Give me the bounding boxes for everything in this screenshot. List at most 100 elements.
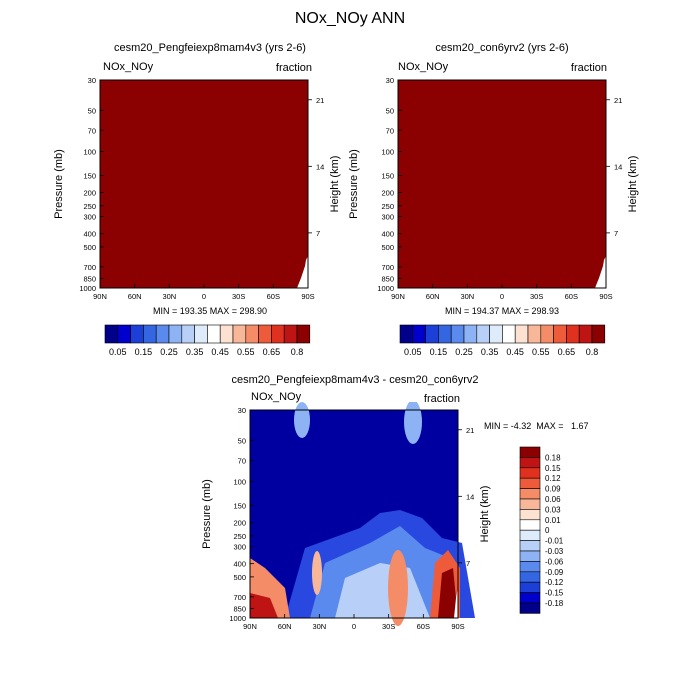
colorbar-label: 0.25 — [160, 347, 178, 357]
colorbar-label: 0.05 — [109, 347, 127, 357]
colorbar-swatch — [519, 529, 541, 541]
y2-tick-label: 21 — [316, 96, 324, 105]
colorbar-swatch — [566, 324, 580, 344]
colorbar-label: 0.15 — [545, 464, 561, 473]
x-tick-label: 90S — [599, 292, 612, 301]
x-tick-label: 30S — [530, 292, 543, 301]
colorbar-label: 0.65 — [263, 347, 281, 357]
x-tick-label: 0 — [202, 292, 206, 301]
y-tick-label: 500 — [233, 573, 246, 582]
panel3-colorbar: 0.180.150.120.090.060.030.010-0.01-0.03-… — [519, 446, 564, 614]
panel1-stats: MIN = 193.35 MAX = 298.90 — [152, 306, 268, 316]
panel1-colorbar: 0.05 0.15 0.25 0.35 0.45 0.55 0.65 0.8 — [104, 324, 311, 357]
colorbar-swatch — [476, 324, 490, 344]
y2-axis-title: Height (km) — [329, 156, 341, 213]
colorbar-label: 0.18 — [545, 453, 561, 462]
y-tick-label: 400 — [381, 230, 394, 239]
colorbar-swatch — [519, 519, 541, 531]
colorbar-swatch — [519, 602, 541, 614]
y2-tick-label: 7 — [316, 229, 320, 238]
x-tick-label: 0 — [500, 292, 504, 301]
y2-tick-label: 14 — [316, 162, 324, 171]
y-tick-label: 100 — [233, 477, 246, 486]
warm-core-north — [250, 593, 278, 618]
y-tick-label: 1000 — [377, 284, 394, 293]
x-tick-label: 60N — [278, 622, 292, 631]
y-axis-title: Pressure (mb) — [348, 149, 360, 219]
y-tick-label: 500 — [381, 243, 394, 252]
panel2-stats: MIN = 194.37 MAX = 298.93 — [444, 306, 560, 316]
x-tick-label: 30N — [312, 622, 326, 631]
y-tick-label: 850 — [381, 274, 394, 283]
x-tick-label: 30N — [460, 292, 474, 301]
colorbar-swatch — [502, 324, 516, 344]
colorbar-label: 0.35 — [186, 347, 204, 357]
colorbar-swatch — [519, 581, 541, 593]
panel2-colorbar: 0.05 0.15 0.25 0.35 0.45 0.55 0.65 0.8 — [399, 324, 606, 357]
colorbar-label: 0.15 — [135, 347, 153, 357]
colorbar-label: 0 — [545, 526, 550, 535]
x-tick-label: 60S — [267, 292, 280, 301]
colorbar-swatch — [412, 324, 426, 344]
y-tick-label: 100 — [381, 147, 394, 156]
colorbar-label: 0.65 — [558, 347, 576, 357]
colorbar-swatch — [519, 498, 541, 510]
y2-axis-title: Height (km) — [479, 486, 491, 543]
panel3-right-label: fraction — [423, 393, 460, 405]
y-tick-label: 250 — [233, 532, 246, 541]
y-tick-label: 200 — [233, 519, 246, 528]
y-tick-label: 50 — [88, 106, 96, 115]
colorbar-swatch — [271, 324, 285, 344]
colorbar-swatch — [519, 550, 541, 562]
colorbar-swatch — [194, 324, 208, 344]
y-tick-label: 1000 — [79, 284, 96, 293]
panel1-plot: 305070100150200250300400500700850100090N… — [53, 76, 341, 301]
missing-data-region — [454, 588, 458, 618]
panel2-plot: 305070100150200250300400500700850100090N… — [348, 76, 639, 301]
colorbar-swatch — [519, 477, 541, 489]
colorbar-label: 0.12 — [545, 474, 561, 483]
colorbar-swatch — [540, 324, 554, 344]
panel3-plot: 305070100150200250300400500700850100090N… — [201, 402, 491, 631]
panel2-left-label: NOx_NOy — [398, 61, 449, 73]
warm-core-south — [438, 568, 458, 618]
colorbar-swatch — [283, 324, 298, 344]
y-tick-label: 300 — [83, 213, 96, 222]
y-tick-label: 250 — [83, 202, 96, 211]
x-tick-label: 30S — [232, 292, 245, 301]
colorbar-label: -0.09 — [545, 568, 564, 577]
colorbar-label: -0.12 — [545, 578, 564, 587]
y-tick-label: 100 — [83, 147, 96, 156]
missing-data-region — [297, 256, 308, 288]
field-fill — [100, 80, 308, 288]
y2-tick-label: 21 — [466, 426, 474, 435]
colorbar-swatch — [296, 324, 311, 344]
y-tick-label: 850 — [83, 274, 96, 283]
colorbar-label: 0.01 — [545, 516, 561, 525]
y-tick-label: 70 — [238, 456, 246, 465]
y-tick-label: 150 — [381, 171, 394, 180]
missing-data-region — [595, 256, 606, 288]
colorbar-label: 0.8 — [291, 347, 304, 357]
x-tick-label: 60N — [128, 292, 142, 301]
colorbar-label: -0.03 — [545, 547, 564, 556]
upper-feature-south — [404, 402, 422, 444]
x-tick-label: 30S — [382, 622, 395, 631]
x-tick-label: 90N — [391, 292, 405, 301]
colorbar-swatch — [232, 324, 247, 344]
colorbar-swatch — [519, 592, 541, 604]
colorbar-swatch — [519, 467, 541, 479]
colorbar-swatch — [104, 324, 119, 344]
y-tick-label: 200 — [381, 189, 394, 198]
colorbar-label: 0.45 — [506, 347, 524, 357]
panel3-left-label: NOx_NOy — [251, 391, 302, 403]
colorbar-label: 0.8 — [586, 347, 599, 357]
y-tick-label: 50 — [386, 106, 394, 115]
colorbar-swatch — [399, 324, 414, 344]
panel1-left-label: NOx_NOy — [103, 61, 154, 73]
y2-axis-title: Height (km) — [627, 156, 639, 213]
y-tick-label: 70 — [88, 126, 96, 135]
panel2-title: cesm20_con6yrv2 (yrs 2-6) — [435, 42, 569, 54]
colorbar-label: 0.55 — [532, 347, 550, 357]
panel3-title: cesm20_Pengfeiexp8mam4v3 - cesm20_con6yr… — [231, 374, 479, 386]
